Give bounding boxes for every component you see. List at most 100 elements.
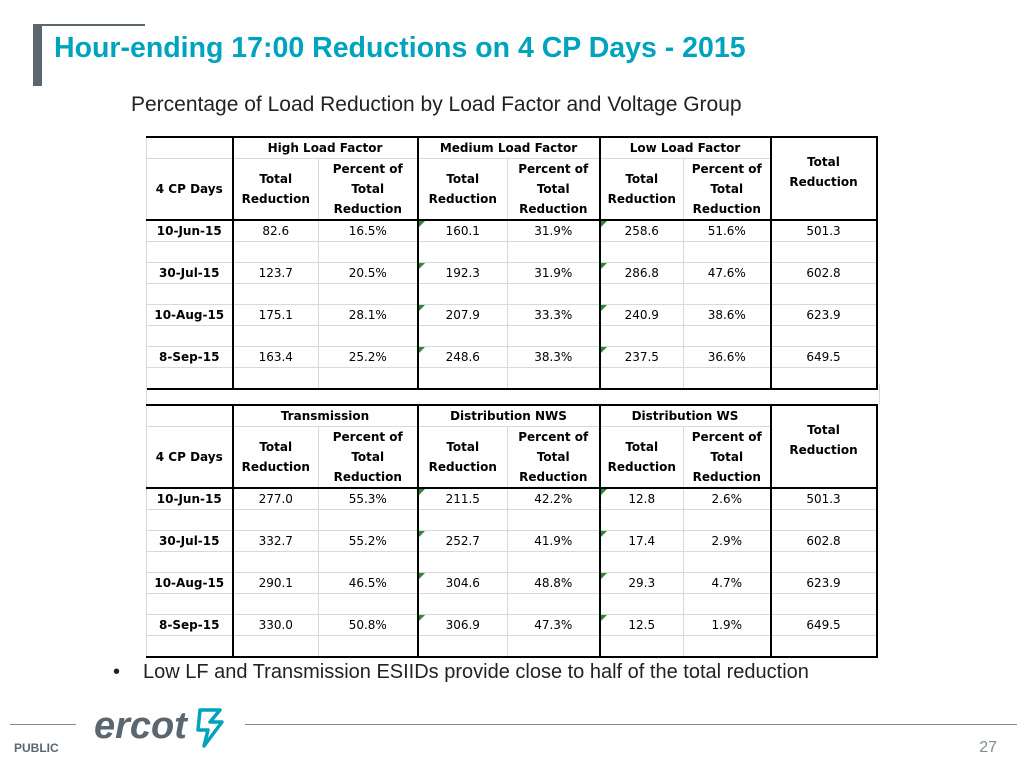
- value-text: 258.6: [624, 224, 659, 238]
- header-line: Total: [446, 440, 480, 454]
- total-reduction-header: Total Reduction: [231, 158, 319, 221]
- value-cell: 207.9: [416, 304, 508, 326]
- grand-total-header: Total Reduction: [770, 404, 878, 489]
- bullet-marker: •: [113, 661, 121, 683]
- value-cell: 28.1%: [318, 304, 418, 326]
- value-cell: 252.7: [416, 530, 508, 552]
- percent-of-total-header: Percent of Total Reduction: [507, 426, 600, 489]
- blank-cell: [507, 241, 600, 263]
- date-cell: 8-Sep-15: [146, 614, 233, 636]
- value-text: 304.6: [445, 576, 480, 590]
- error-indicator-icon: [601, 573, 607, 579]
- value-cell: 306.9: [416, 614, 508, 636]
- error-indicator-icon: [601, 263, 607, 269]
- date-cell: 10-Jun-15: [146, 487, 233, 510]
- blank-cell: [507, 551, 600, 573]
- footer-rule-left: [10, 724, 76, 725]
- blank-cell: [146, 283, 233, 305]
- error-indicator-icon: [601, 347, 607, 353]
- value-cell: 82.6: [231, 219, 319, 242]
- value-cell: 38.3%: [507, 346, 600, 368]
- value-cell: 25.2%: [318, 346, 418, 368]
- value-cell: 47.3%: [507, 614, 600, 636]
- sub-header-row: 4 CP Days Total Reduction Percent of Total Re…: [146, 426, 877, 489]
- blank-cell: [683, 283, 772, 305]
- table-row: 10-Jun-15 277.0 55.3% 211.5 42.2% 12.8 2.6% 501…: [146, 487, 878, 510]
- blank-cell: [231, 325, 319, 347]
- error-indicator-icon: [601, 531, 607, 537]
- spacer-row: [146, 325, 878, 347]
- header-line: Total: [536, 450, 570, 464]
- voltage-group-table: Transmission Distribution NWS Distribution…: [146, 404, 878, 658]
- value-cell: 290.1: [231, 572, 319, 594]
- blank-cell: [598, 283, 684, 305]
- percent-of-total-header: Percent of Total Reduction: [683, 158, 772, 221]
- blank-cell: [770, 241, 878, 263]
- header-line: Reduction: [519, 470, 588, 484]
- blank-cell: [507, 283, 600, 305]
- blank-cell: [231, 509, 319, 531]
- error-indicator-icon: [419, 615, 425, 621]
- group-header-row: High Load Factor Medium Load Factor Low Lo…: [146, 136, 878, 221]
- spacer-row: [146, 593, 878, 615]
- value-cell: 31.9%: [507, 262, 600, 284]
- spacer-row: [146, 241, 878, 263]
- value-cell: 237.5: [598, 346, 684, 368]
- header-line: Total: [710, 182, 744, 196]
- blank-cell: [770, 325, 878, 347]
- header-line: Reduction: [789, 443, 858, 457]
- ercot-logo-wordmark: ercot: [94, 705, 188, 747]
- ercot-logo: ercot: [94, 705, 224, 748]
- blank-cell: [231, 551, 319, 573]
- value-cell: 163.4: [231, 346, 319, 368]
- value-cell: 258.6: [598, 219, 684, 242]
- blank-cell: [318, 283, 418, 305]
- error-indicator-icon: [419, 305, 425, 311]
- blank-cell: [770, 367, 878, 390]
- blank-cell: [598, 635, 684, 658]
- value-text: 160.1: [445, 224, 480, 238]
- blank-cell: [683, 241, 772, 263]
- value-cell: 55.2%: [318, 530, 418, 552]
- value-text: 192.3: [445, 266, 480, 280]
- date-cell: 10-Aug-15: [146, 304, 233, 326]
- blank-cell: [318, 551, 418, 573]
- sub-header-row: 4 CP Days Total Reduction Percent of Total Re…: [146, 158, 877, 221]
- value-cell: 29.3: [598, 572, 684, 594]
- blank-cell: [146, 551, 233, 573]
- header-line: Percent of: [518, 430, 589, 444]
- value-text: 240.9: [624, 308, 659, 322]
- ercot-bolt-icon: [196, 708, 224, 748]
- blank-cell: [318, 593, 418, 615]
- error-indicator-icon: [419, 531, 425, 537]
- header-line: Total: [351, 182, 385, 196]
- header-line: Reduction: [333, 202, 402, 216]
- blank-cell: [770, 509, 878, 531]
- header-line: Total: [446, 172, 480, 186]
- value-cell: 20.5%: [318, 262, 418, 284]
- blank-cell: [318, 325, 418, 347]
- value-cell: 602.8: [770, 530, 878, 552]
- value-cell: 175.1: [231, 304, 319, 326]
- date-cell: 30-Jul-15: [146, 530, 233, 552]
- error-indicator-icon: [419, 489, 425, 495]
- blank-cell: [683, 593, 772, 615]
- table-spacer: [146, 384, 880, 404]
- blank-cell: [598, 325, 684, 347]
- blank-cell: [416, 283, 508, 305]
- group-header: Low Load Factor: [598, 136, 772, 159]
- blank-cell: [598, 241, 684, 263]
- spacer-row: [146, 283, 878, 305]
- value-cell: 2.6%: [683, 487, 772, 510]
- bullet-point: • Low LF and Transmission ESIIDs provide …: [113, 661, 809, 684]
- total-reduction-header: Total Reduction: [416, 158, 508, 221]
- value-cell: 248.6: [416, 346, 508, 368]
- blank-cell: [507, 635, 600, 658]
- header-line: Reduction: [428, 460, 497, 474]
- error-indicator-icon: [601, 489, 607, 495]
- blank-cell: [231, 283, 319, 305]
- blank-cell: [683, 635, 772, 658]
- header-line: Total: [625, 440, 659, 454]
- value-text: 286.8: [624, 266, 659, 280]
- table-row: 30-Jul-15 123.7 20.5% 192.3 31.9% 286.8 47.6% 6…: [146, 262, 878, 284]
